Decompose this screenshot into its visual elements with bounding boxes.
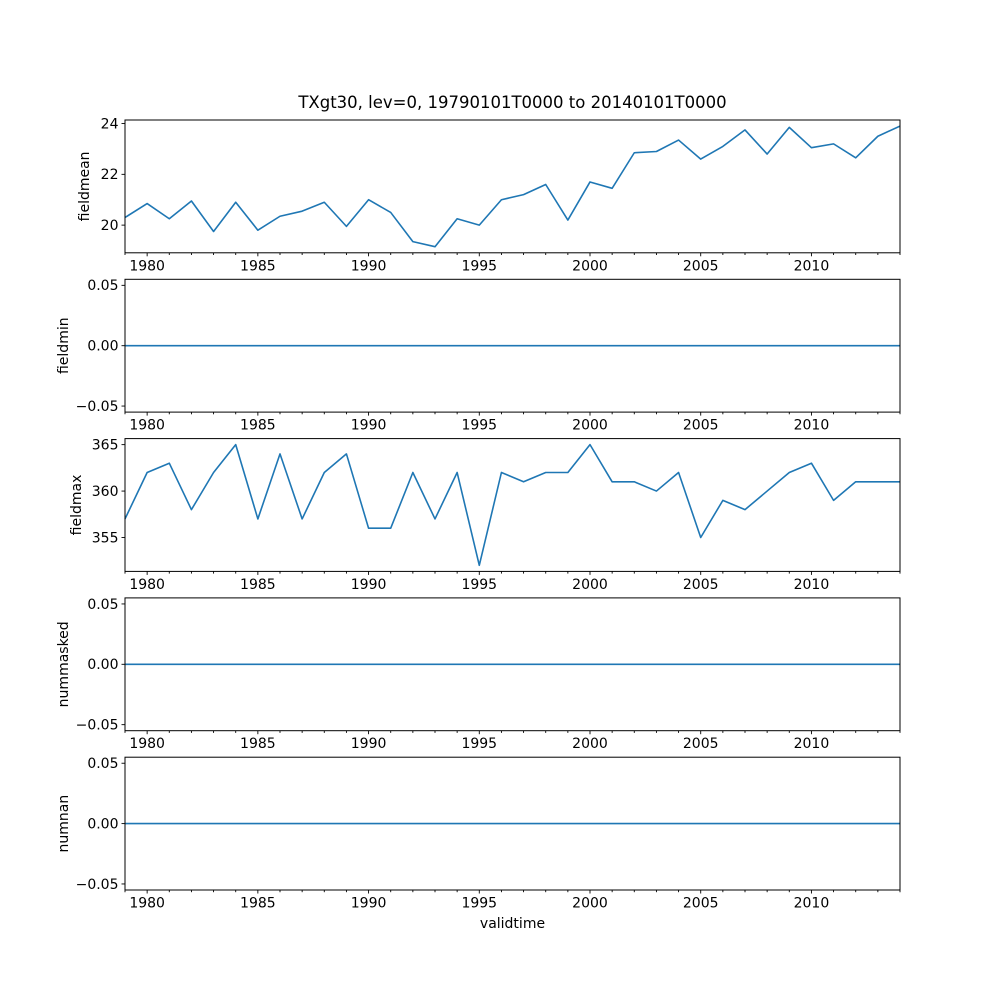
y-axis-label-numnan: numnan (56, 795, 72, 853)
subplot-fieldmax: 1980 1985 1990 1995 2000 2005 2010 365 360 355 fie… (69, 438, 901, 593)
x-tick-label: 1985 (240, 258, 276, 274)
x-tick-label: 1990 (351, 258, 387, 274)
y-tick-label: 0.05 (87, 597, 118, 613)
y-tick-label: −0.05 (76, 399, 119, 415)
subplot-fieldmean: 1980 1985 1990 1995 2000 2005 2010 24 22 20 fieldm… (77, 116, 901, 274)
x-tick-label: 1995 (461, 258, 497, 274)
x-tick-label: 1985 (240, 418, 276, 434)
x-tick-label: 1980 (129, 577, 165, 593)
subplot-numnan: 1980 1985 1990 1995 2000 2005 2010 0.05 0.00 −0.0… (56, 756, 901, 912)
x-tick-label: 2010 (794, 577, 830, 593)
y-tick-label: 365 (92, 438, 119, 454)
y-tick-label: −0.05 (76, 877, 119, 893)
y-tick-label: 20 (101, 218, 119, 234)
y-tick-label: 0.00 (87, 657, 118, 673)
axes-frame (124, 119, 901, 254)
x-tick-label: 2005 (683, 418, 719, 434)
x-tick-label: 1985 (240, 736, 276, 752)
x-tick-label: 2000 (572, 418, 608, 434)
x-tick-label: 2010 (794, 418, 830, 434)
x-tick-label: 1995 (461, 736, 497, 752)
x-tick-label: 2005 (683, 896, 719, 912)
subplot-nummasked: 1980 1985 1990 1995 2000 2005 2010 0.05 0.00 −0.0… (56, 597, 901, 752)
x-tick-label: 1990 (351, 736, 387, 752)
x-tick-label: 1985 (240, 896, 276, 912)
y-tick-label: −0.05 (76, 718, 119, 734)
x-tick-label: 1995 (461, 577, 497, 593)
x-tick-label: 1980 (129, 418, 165, 434)
x-tick-label: 1980 (129, 258, 165, 274)
y-tick-label: 0.00 (87, 339, 118, 355)
y-axis-label-nummasked: nummasked (56, 621, 72, 707)
x-tick-label: 2010 (794, 736, 830, 752)
y-axis-label-fieldmax: fieldmax (69, 475, 85, 536)
x-tick-label: 1990 (351, 418, 387, 434)
x-tick-label: 2005 (683, 577, 719, 593)
y-tick-label: 22 (101, 167, 119, 183)
y-tick-label: 0.05 (87, 756, 118, 772)
x-tick-label: 2005 (683, 258, 719, 274)
x-tick-label: 1995 (461, 418, 497, 434)
y-tick-label: 24 (101, 116, 119, 132)
x-tick-label: 1990 (351, 896, 387, 912)
x-tick-label: 2005 (683, 736, 719, 752)
x-tick-label: 1990 (351, 577, 387, 593)
data-line-fieldmax (124, 443, 900, 567)
axes-frame (124, 756, 901, 891)
y-tick-label: 0.00 (87, 817, 118, 833)
x-tick-label: 2010 (794, 258, 830, 274)
y-axis-label-fieldmin: fieldmin (56, 317, 72, 374)
axes-frame (124, 438, 901, 572)
axes-frame (124, 278, 901, 413)
x-tick-label: 1980 (129, 896, 165, 912)
data-line-fieldmean (124, 125, 901, 248)
x-tick-label: 2000 (572, 577, 608, 593)
x-tick-label: 2000 (572, 258, 608, 274)
axes-frame (124, 597, 901, 732)
figure-title: TXgt30, lev=0, 19790101T0000 to 20140101… (298, 93, 727, 112)
x-tick-label: 2000 (572, 736, 608, 752)
x-tick-label: 1985 (240, 577, 276, 593)
x-tick-label: 2010 (794, 896, 830, 912)
x-axis-label: validtime (479, 916, 546, 932)
x-tick-label: 1980 (129, 736, 165, 752)
y-tick-label: 360 (92, 484, 119, 500)
y-tick-label: 355 (92, 530, 119, 546)
x-tick-label: 1995 (461, 896, 497, 912)
y-axis-label-fieldmean: fieldmean (77, 151, 93, 221)
subplot-fieldmin: 1980 1985 1990 1995 2000 2005 2010 0.05 0.00 −0.0… (56, 278, 901, 434)
x-tick-label: 2000 (572, 896, 608, 912)
y-tick-label: 0.05 (87, 278, 118, 294)
